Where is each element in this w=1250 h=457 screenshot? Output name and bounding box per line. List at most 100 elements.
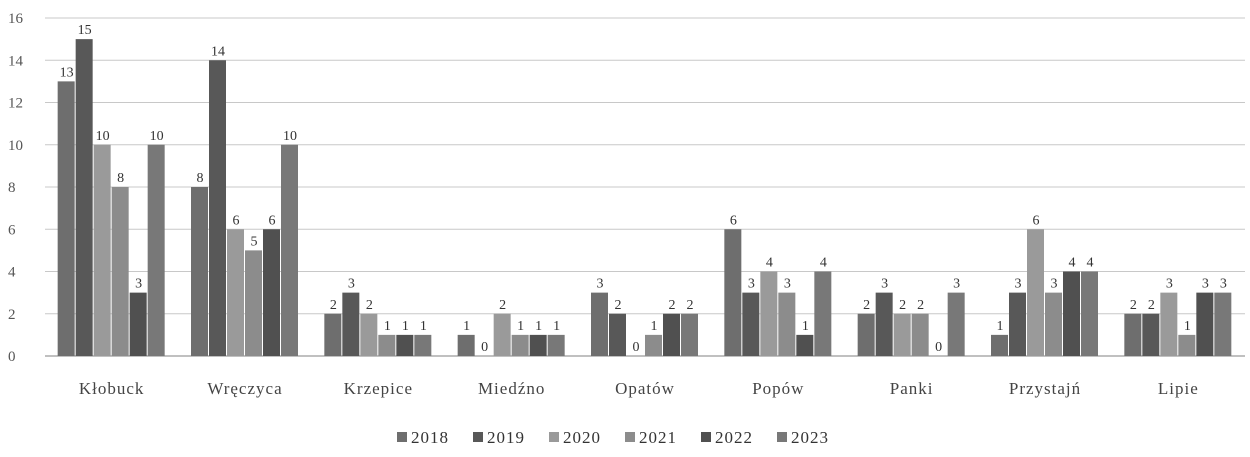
- data-label: 2: [669, 298, 676, 313]
- y-tick-label: 0: [8, 349, 16, 365]
- bar-2023-8: [1214, 292, 1232, 356]
- data-label: 2: [917, 298, 924, 313]
- bar-2023-2: [414, 334, 432, 356]
- data-label: 1: [997, 319, 1004, 334]
- y-tick-label: 4: [8, 265, 16, 281]
- bar-2022-2: [396, 334, 414, 356]
- bar-2019-8: [1142, 313, 1160, 356]
- bar-2020-2: [360, 313, 378, 356]
- bar-2018-7: [991, 334, 1008, 356]
- data-label: 13: [60, 65, 74, 80]
- bar-2023-5: [814, 271, 832, 356]
- bars: [57, 39, 1232, 356]
- category-label: Popów: [752, 379, 804, 398]
- data-label: 1: [535, 319, 542, 334]
- bar-2023-3: [547, 334, 565, 356]
- bar-2020-3: [493, 313, 511, 356]
- legend-swatch: [625, 432, 635, 442]
- bar-2018-4: [591, 292, 608, 356]
- bar-2019-4: [609, 313, 626, 356]
- legend-label: 2020: [563, 428, 601, 447]
- data-label: 1: [1184, 319, 1191, 334]
- bar-2018-8: [1124, 313, 1142, 356]
- bar-2022-3: [529, 334, 547, 356]
- bar-2020-7: [1027, 229, 1044, 356]
- bar-2020-6: [893, 313, 911, 356]
- legend-label: 2022: [715, 428, 753, 447]
- legend-label: 2018: [411, 428, 449, 447]
- data-label: 3: [1220, 277, 1227, 292]
- bar-2018-5: [724, 229, 742, 356]
- bar-2021-6: [911, 313, 929, 356]
- bar-2019-2: [342, 292, 360, 356]
- data-label: 4: [1087, 256, 1094, 271]
- bar-2021-1: [245, 250, 262, 356]
- y-tick-label: 8: [8, 180, 16, 196]
- data-label: 8: [117, 171, 124, 186]
- data-label: 2: [499, 298, 506, 313]
- legend-swatch: [701, 432, 711, 442]
- bar-2023-6: [947, 292, 965, 356]
- data-label: 3: [1202, 277, 1209, 292]
- bar-2019-1: [209, 60, 226, 356]
- category-label: Wręczyca: [207, 379, 282, 398]
- bar-2023-1: [281, 144, 298, 356]
- y-tick-label: 10: [8, 138, 23, 154]
- bar-2019-0: [75, 39, 93, 356]
- bar-2021-7: [1045, 292, 1062, 356]
- data-label: 2: [366, 298, 373, 313]
- y-tick-label: 14: [8, 53, 24, 69]
- data-label: 8: [197, 171, 204, 186]
- bar-2020-5: [760, 271, 778, 356]
- bar-2018-3: [457, 334, 475, 356]
- bar-2022-8: [1196, 292, 1214, 356]
- bar-2019-5: [742, 292, 760, 356]
- y-tick-label: 16: [8, 11, 24, 27]
- data-label: 3: [784, 277, 791, 292]
- bar-2021-5: [778, 292, 796, 356]
- data-label: 1: [384, 319, 391, 334]
- bar-2022-0: [129, 292, 147, 356]
- data-label: 1: [553, 319, 560, 334]
- legend-swatch: [777, 432, 787, 442]
- category-label: Opatów: [615, 379, 675, 398]
- legend-swatch: [397, 432, 407, 442]
- data-label: 6: [269, 213, 276, 228]
- data-label: 6: [1033, 213, 1040, 228]
- bar-2018-1: [191, 187, 208, 356]
- data-label: 1: [517, 319, 524, 334]
- bar-2023-7: [1081, 271, 1098, 356]
- bar-2020-8: [1160, 292, 1178, 356]
- legend-label: 2019: [487, 428, 525, 447]
- legend: 2018 2019 2020 2021 2022 2023: [397, 428, 829, 447]
- bar-2022-4: [663, 313, 680, 356]
- y-axis: 0 2 4 6 8 10 12 14 16: [8, 11, 24, 365]
- bar-2019-7: [1009, 292, 1026, 356]
- bar-2021-8: [1178, 334, 1196, 356]
- data-label: 3: [348, 277, 355, 292]
- data-label: 3: [1015, 277, 1022, 292]
- bar-2022-1: [263, 229, 280, 356]
- legend-swatch: [549, 432, 559, 442]
- data-label: 3: [597, 277, 604, 292]
- data-label: 4: [820, 256, 827, 271]
- data-label: 3: [748, 277, 755, 292]
- bar-2021-4: [645, 334, 662, 356]
- data-label: 4: [766, 256, 773, 271]
- bar-2022-7: [1063, 271, 1080, 356]
- x-axis: Kłobuck Wręczyca Krzepice Miedźno Opatów Popó…: [79, 379, 1199, 398]
- data-label: 10: [96, 129, 110, 144]
- data-label: 10: [283, 129, 297, 144]
- category-label: Kłobuck: [79, 379, 145, 398]
- data-label: 5: [251, 234, 258, 249]
- data-label: 1: [402, 319, 409, 334]
- data-label: 3: [881, 277, 888, 292]
- category-label: Lipie: [1158, 379, 1199, 398]
- category-label: Miedźno: [478, 379, 545, 398]
- data-label: 10: [150, 129, 164, 144]
- legend-label: 2023: [791, 428, 829, 447]
- data-label: 2: [899, 298, 906, 313]
- bar-2021-2: [378, 334, 396, 356]
- data-label: 3: [1051, 277, 1058, 292]
